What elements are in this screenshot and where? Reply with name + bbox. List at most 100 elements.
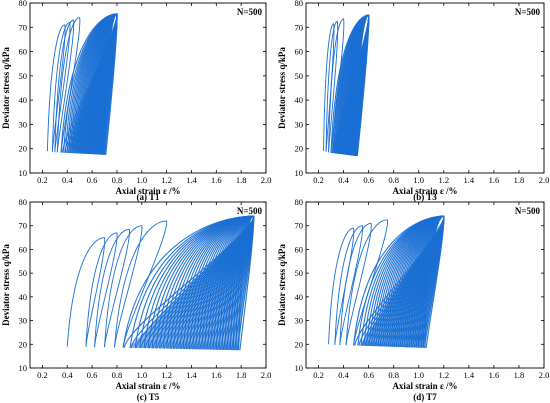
- y-tick-label: 80: [295, 0, 304, 8]
- x-tick-label: 0.8: [388, 370, 399, 380]
- saturated-band: [67, 13, 117, 155]
- data-layer: [46, 13, 118, 155]
- x-tick-label: 0.6: [87, 175, 98, 185]
- cycle-count-label: N=500: [515, 7, 541, 17]
- y-tick-label: 40: [19, 292, 28, 302]
- y-tick-label: 30: [19, 119, 28, 129]
- x-axis-label: Axial strain ε /%: [392, 381, 457, 391]
- plot-frame: [29, 2, 267, 174]
- x-tick-label: 0.4: [338, 370, 349, 380]
- panel-caption: (a) T1: [136, 192, 160, 202]
- plot-frame: [305, 2, 545, 174]
- hysteresis-loop: [85, 232, 118, 347]
- y-axis-label: Deviator stress q/kPa: [277, 244, 287, 326]
- x-tick-label: 1.8: [514, 370, 525, 380]
- chart-panel-3: 0.2 0.4 0.6 0.8 1.0 1.2 1.4 1.6 1.8 2.0 10 20 30 40 50…: [1, 197, 271, 402]
- hysteresis-loop: [104, 225, 143, 348]
- y-tick-label: 60: [295, 47, 304, 57]
- x-tick-label: 0.8: [388, 175, 399, 185]
- x-tick-label: 1.4: [186, 370, 197, 380]
- y-tick-label: 60: [19, 244, 28, 254]
- x-tick-label: 1.0: [136, 175, 147, 185]
- hysteresis-loop: [334, 225, 363, 346]
- x-tick-label: 1.2: [438, 370, 449, 380]
- cycle-count-label: N=500: [237, 7, 263, 17]
- x-tick-label: 0.8: [112, 175, 123, 185]
- hysteresis-loop: [114, 220, 168, 348]
- x-tick-label: 0.4: [62, 175, 73, 185]
- chart-panel-1: 0.2 0.4 0.6 0.8 1.0 1.2 1.4 1.6 1.8 2.0 10 20 30 40 50…: [1, 0, 271, 202]
- x-tick-label: 1.8: [236, 370, 247, 380]
- y-tick-label: 50: [295, 71, 304, 81]
- x-tick-label: 0.2: [313, 175, 324, 185]
- saturated-band: [359, 216, 444, 348]
- y-tick-label: 40: [19, 95, 28, 105]
- y-tick-label: 60: [295, 244, 304, 254]
- x-tick-label: 1.0: [413, 175, 424, 185]
- y-tick-label: 10: [295, 363, 304, 373]
- x-tick-label: 0.8: [112, 370, 123, 380]
- x-tick-label: 1.0: [136, 370, 147, 380]
- x-axis-label: Axial strain ε /%: [115, 381, 180, 391]
- y-tick-label: 80: [19, 0, 28, 8]
- y-tick-label: 60: [19, 47, 28, 57]
- cycle-count-label: N=500: [515, 206, 541, 216]
- y-tick-label: 70: [295, 221, 304, 231]
- x-tick-label: 2.0: [261, 370, 272, 380]
- y-tick-label: 70: [19, 22, 28, 32]
- hysteresis-loop: [345, 219, 388, 346]
- hysteresis-loop: [323, 23, 335, 152]
- x-tick-label: 1.0: [413, 370, 424, 380]
- y-tick-label: 10: [19, 363, 28, 373]
- x-tick-label: 0.4: [338, 175, 349, 185]
- panel-caption: (b) T3: [413, 192, 437, 202]
- x-tick-label: 2.0: [539, 370, 550, 380]
- x-tick-label: 1.8: [236, 175, 247, 185]
- hysteresis-loop: [339, 222, 372, 346]
- chart-panel-4: 0.2 0.4 0.6 0.8 1.0 1.2 1.4 1.6 1.8 2.0 10 20 30 40 50…: [277, 197, 549, 402]
- data-layer: [66, 215, 255, 351]
- chart-panel-2: 0.2 0.4 0.6 0.8 1.0 1.2 1.4 1.6 1.8 2.0 10 20 30 40 50…: [277, 0, 549, 202]
- y-tick-label: 50: [19, 71, 28, 81]
- plot-frame: [29, 201, 267, 369]
- x-tick-label: 1.8: [514, 175, 525, 185]
- hysteresis-loop: [325, 20, 339, 153]
- x-tick-label: 0.6: [363, 175, 374, 185]
- x-tick-label: 1.2: [161, 370, 172, 380]
- x-tick-label: 0.6: [87, 370, 98, 380]
- y-tick-label: 70: [295, 22, 304, 32]
- x-tick-label: 0.2: [37, 370, 48, 380]
- hysteresis-loop: [94, 228, 130, 348]
- x-tick-label: 1.2: [438, 175, 449, 185]
- y-tick-label: 50: [19, 268, 28, 278]
- saturated-band: [337, 15, 369, 157]
- y-tick-label: 10: [19, 168, 28, 178]
- y-tick-label: 30: [295, 316, 304, 326]
- saturated-band: [129, 216, 254, 351]
- x-tick-label: 0.2: [37, 175, 48, 185]
- x-tick-label: 0.6: [363, 370, 374, 380]
- y-axis-label: Deviator stress q/kPa: [1, 47, 11, 129]
- y-tick-label: 20: [19, 339, 28, 349]
- x-tick-label: 1.4: [464, 175, 475, 185]
- hysteresis-loop: [54, 19, 75, 153]
- x-tick-label: 2.0: [539, 175, 550, 185]
- y-tick-label: 30: [295, 119, 304, 129]
- cycle-count-label: N=500: [237, 206, 263, 216]
- x-tick-label: 1.6: [211, 370, 222, 380]
- x-tick-label: 0.4: [62, 370, 73, 380]
- panel-caption: (c) T5: [137, 392, 160, 402]
- x-tick-label: 1.4: [186, 175, 197, 185]
- y-tick-label: 30: [19, 316, 28, 326]
- x-tick-label: 1.6: [211, 175, 222, 185]
- y-tick-label: 80: [295, 197, 304, 207]
- y-axis-label: Deviator stress q/kPa: [1, 244, 11, 326]
- y-tick-label: 80: [19, 197, 28, 207]
- y-tick-label: 40: [295, 95, 304, 105]
- x-tick-label: 1.6: [489, 370, 500, 380]
- x-axis-label: Axial strain ε /%: [392, 186, 457, 196]
- x-tick-label: 1.2: [161, 175, 172, 185]
- y-tick-label: 20: [295, 339, 304, 349]
- y-tick-label: 10: [295, 168, 304, 178]
